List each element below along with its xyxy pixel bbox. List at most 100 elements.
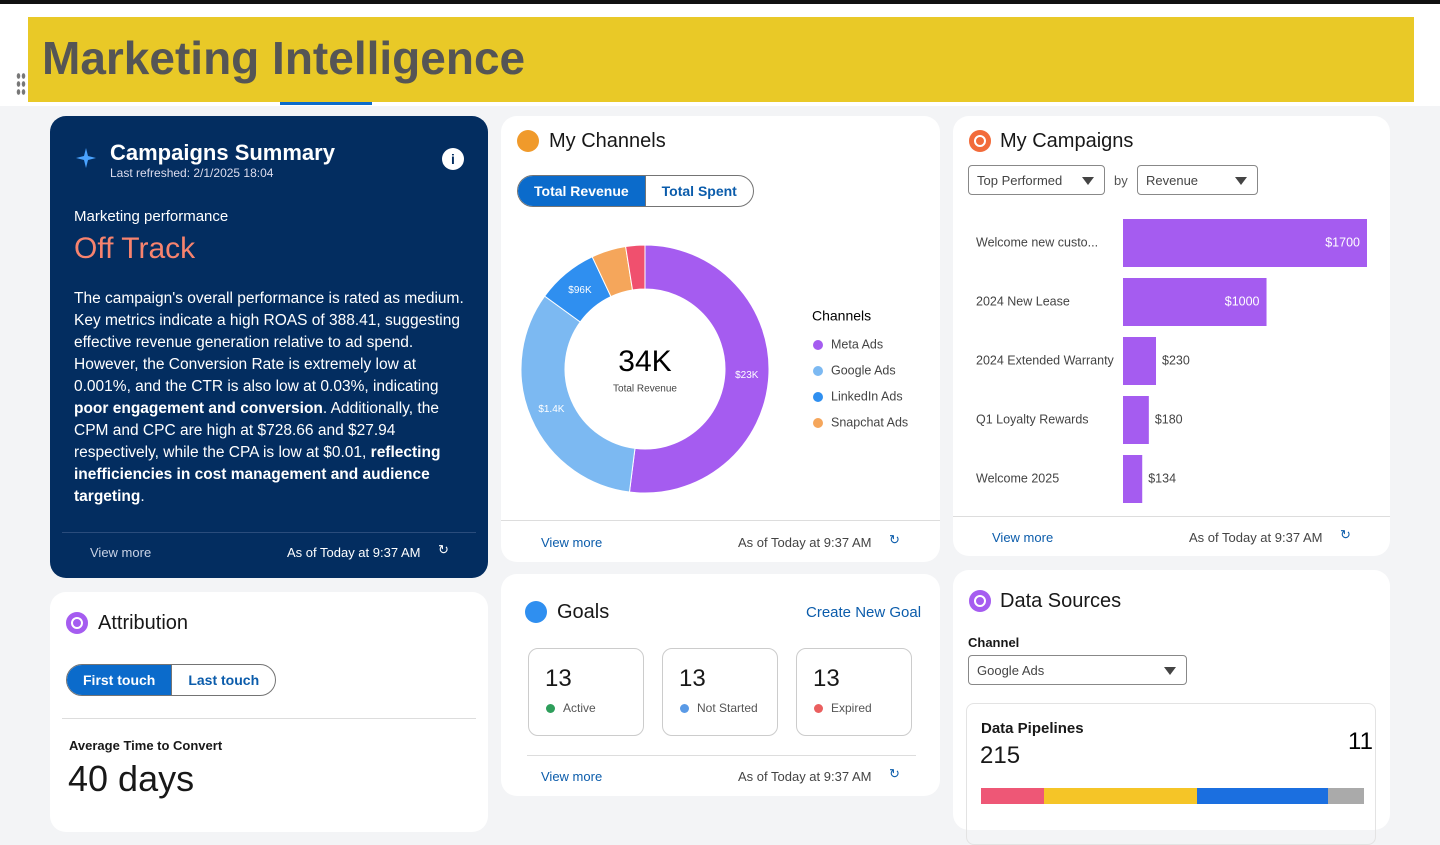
banner-title: Marketing Intelligence — [42, 32, 526, 84]
goals-card: Goals Create New Goal 13 Active 13 Not Star… — [501, 574, 940, 796]
goal-label: Active — [563, 701, 596, 715]
banner: Marketing Intelligence — [28, 17, 1414, 102]
toggle: Total Revenue Total Spent — [517, 175, 754, 207]
summary-body: The campaign's overall performance is ra… — [74, 288, 474, 508]
campaigns-title: My Campaigns — [1000, 130, 1134, 152]
divider — [501, 520, 940, 521]
body-text: . Additionally, the CPM and CPC are high… — [74, 400, 439, 461]
donut-chart: $23K $1.4K $96K 34K Total Revenue Channels Met… — [520, 244, 908, 494]
page-number: 11 — [1348, 728, 1373, 755]
status: Off Track — [74, 232, 196, 265]
pipeline-segment — [1044, 788, 1197, 804]
goal-tile: 13 Not Started — [662, 648, 778, 736]
legend-title: Channels — [812, 308, 871, 324]
body-text: poor engagement and conversion — [74, 400, 323, 417]
status-dot — [680, 704, 689, 713]
goal-value: 13 — [679, 665, 706, 692]
legend-entry: LinkedIn Ads — [831, 389, 903, 403]
icon — [969, 130, 991, 152]
goal-label: Expired — [831, 701, 872, 715]
as-of: As of Today at 9:37 AM — [738, 535, 872, 550]
divider — [62, 532, 476, 533]
toggle-button[interactable]: Last touch — [171, 665, 275, 695]
as-of: As of Today at 9:37 AM — [287, 545, 421, 560]
view-more[interactable]: View more — [541, 535, 603, 550]
slice-label: $96K — [568, 285, 592, 296]
data-sources-title: Data Sources — [1000, 590, 1122, 612]
divider — [62, 718, 476, 719]
body-text: . — [140, 488, 145, 505]
view-more[interactable]: View more — [992, 530, 1054, 545]
goal-label: Not Started — [697, 701, 758, 715]
status-dot — [814, 704, 823, 713]
legend-entry: Snapchat Ads — [831, 415, 908, 429]
donut-slice — [628, 244, 770, 494]
data-sources-card: Data Sources Channel Google Ads Data Pip… — [953, 570, 1390, 845]
value-label: $1000 — [1225, 294, 1260, 308]
icon — [525, 601, 547, 623]
refresh-icon[interactable]: ↻ — [1340, 527, 1351, 542]
metric-label: Average Time to Convert — [69, 738, 223, 753]
slice-label: $23K — [735, 370, 759, 381]
body-text: The campaign's overall performance is ra… — [74, 290, 464, 395]
toggle-button[interactable]: Total Revenue — [518, 176, 645, 206]
icon — [969, 590, 991, 612]
legend-entry: Google Ads — [831, 363, 896, 377]
attribution-title: Attribution — [98, 612, 189, 634]
toggle-button[interactable]: Total Spent — [644, 176, 753, 206]
goal-tile: 13 Active — [528, 648, 644, 736]
goal-tile: 13 Expired — [796, 648, 912, 736]
field-label: Channel — [968, 635, 1020, 650]
category-label: Q1 Loyalty Rewards — [976, 412, 1089, 426]
value-label: $1700 — [1325, 235, 1360, 249]
legend-dot — [813, 392, 823, 402]
goal-value: 13 — [545, 665, 572, 692]
summary-title: Campaigns Summary — [110, 140, 335, 165]
pipelines-value: 215 — [980, 742, 1021, 769]
value-label: $230 — [1162, 353, 1190, 367]
channels-card: My Channels Total Revenue Total Spent $23… — [501, 116, 940, 562]
legend-dot — [813, 340, 823, 350]
donut-slice — [520, 295, 636, 493]
divider — [953, 516, 1390, 517]
refresh-icon[interactable]: ↻ — [889, 532, 900, 547]
filter-select[interactable]: Top Performed — [968, 165, 1105, 195]
view-more[interactable]: View more — [541, 769, 603, 784]
channels-title: My Channels — [549, 130, 666, 152]
value-label: $134 — [1148, 471, 1176, 485]
metric: 40 days — [68, 758, 195, 799]
center-label: Total Revenue — [613, 384, 677, 395]
pipeline-segment — [981, 788, 1044, 804]
attribution-card: Attribution First touch Last touch Averag… — [50, 592, 488, 832]
bar — [1123, 337, 1157, 385]
top-bar — [0, 0, 1440, 4]
legend-dot — [813, 366, 823, 376]
create-goal-link[interactable]: Create New Goal — [806, 604, 922, 621]
app-launcher[interactable] — [16, 72, 26, 96]
refresh-icon[interactable]: ↻ — [438, 542, 449, 557]
toggle-button[interactable]: First touch — [67, 665, 172, 695]
body-text: reflecting inefficiencies in cost manage… — [74, 444, 441, 505]
center-value: 34K — [618, 345, 671, 378]
pipelines-title: Data Pipelines — [981, 720, 1084, 737]
bar — [1123, 219, 1367, 267]
legend-dot — [813, 418, 823, 428]
status-dot — [546, 704, 555, 713]
view-more[interactable]: View more — [90, 545, 152, 560]
bar — [1123, 278, 1267, 326]
value-label: $180 — [1155, 412, 1183, 426]
goals-title: Goals — [557, 601, 610, 623]
icon — [66, 612, 88, 634]
as-of: As of Today at 9:37 AM — [1189, 530, 1323, 545]
channel-select[interactable]: Google Ads — [968, 655, 1187, 685]
campaigns-card: My Campaigns Top Performed by Revenue We… — [953, 116, 1390, 556]
donut-slice — [625, 244, 646, 291]
refresh-icon[interactable]: ↻ — [889, 766, 900, 781]
metric-select[interactable]: Revenue — [1137, 165, 1258, 195]
info-icon[interactable]: i — [442, 148, 464, 170]
category-label: 2024 New Lease — [976, 294, 1070, 308]
performance-label: Marketing performance — [74, 208, 229, 225]
toggle: First touch Last touch — [66, 664, 277, 696]
by-label: by — [1114, 173, 1128, 188]
